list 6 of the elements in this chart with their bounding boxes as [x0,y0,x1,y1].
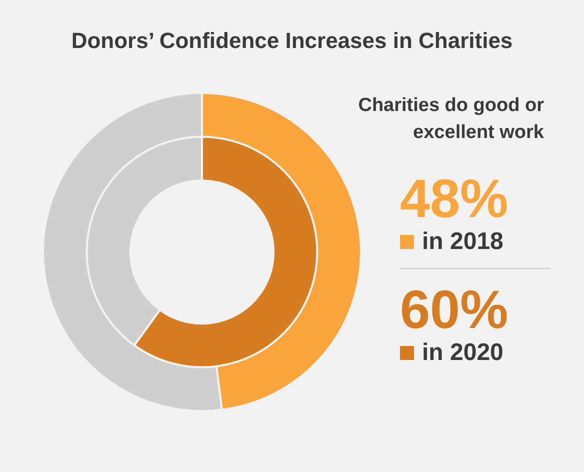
data-label: 60% [400,280,510,340]
text: Charities do good or excellent work [357,94,544,145]
legend-label: in 2020 [422,339,504,367]
data-label: 48% [400,169,510,229]
legend-label: in 2018 [422,228,504,256]
chart-title: Donors’ Confidence Increases in Charities [70,28,514,54]
